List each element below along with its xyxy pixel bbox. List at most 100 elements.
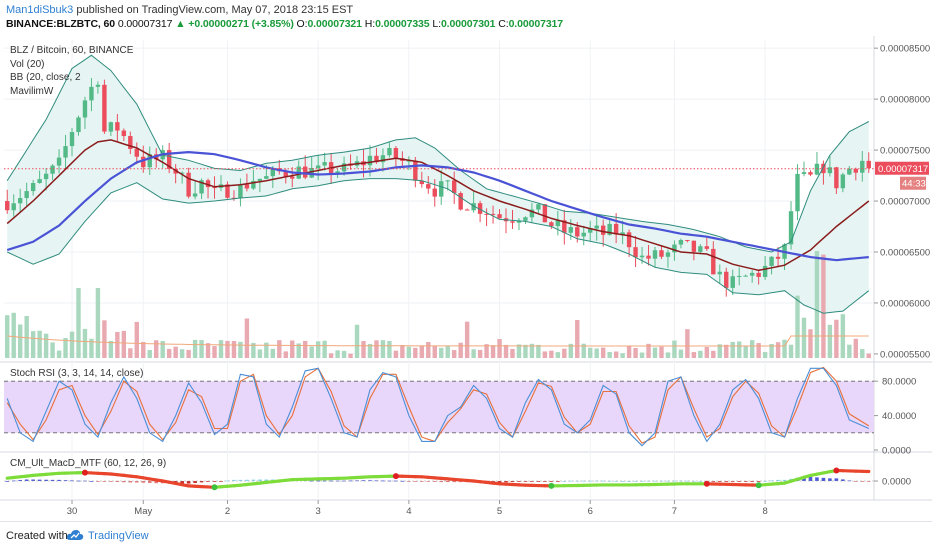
candle-body [135, 149, 139, 157]
candle-body [582, 233, 586, 237]
volume-bar [795, 296, 799, 358]
candle-body [834, 167, 838, 188]
volume-bar [458, 343, 462, 358]
volume-bar [31, 331, 35, 358]
volume-bar [854, 339, 858, 358]
volume-bar [627, 346, 631, 358]
candle-body [458, 193, 462, 209]
volume-bar [37, 331, 41, 358]
macd-histogram-bar [187, 481, 191, 484]
candle-body [795, 174, 799, 211]
author-link[interactable]: Man1diSbuk3 [6, 4, 73, 16]
volume-bar [102, 320, 106, 358]
macd-cross-dot [393, 473, 399, 479]
candle-body [122, 131, 126, 137]
candle-body [659, 250, 663, 257]
candle-body [750, 273, 754, 276]
volume-bar [245, 318, 249, 358]
volume-bar [400, 345, 404, 358]
volume-bar [83, 329, 87, 358]
candle-body [238, 184, 242, 198]
candle-body [24, 191, 28, 198]
tradingview-brand[interactable]: TradingView [88, 530, 149, 542]
legend-volume[interactable]: Vol (20) [10, 58, 133, 72]
volume-bar [439, 348, 443, 358]
candle-body [685, 240, 689, 241]
volume-bar [653, 348, 657, 358]
candle-body [543, 204, 547, 222]
price-tick-label: 0.00007000 [880, 197, 930, 208]
volume-bar [141, 342, 145, 358]
candle-body [258, 179, 262, 181]
legend-bollinger[interactable]: BB (20, close, 2 [10, 71, 133, 85]
candle-body [646, 256, 650, 259]
candle-body [523, 217, 527, 220]
candle-body [860, 161, 864, 173]
price-change: ▲ +0.00000271 (+3.85%) [175, 18, 294, 30]
volume-bar [763, 352, 767, 358]
volume-bar [543, 351, 547, 358]
macd-label[interactable]: CM_Ult_MacD_MTF (60, 12, 26, 9) [10, 458, 166, 469]
candle-body [575, 227, 579, 236]
volume-bar [212, 346, 216, 358]
candle-body [290, 177, 294, 179]
volume-bar [24, 316, 28, 358]
volume-bar [497, 339, 501, 358]
volume-bar [381, 340, 385, 358]
candle-body [698, 246, 702, 252]
volume-bar [361, 341, 365, 358]
volume-bar [666, 352, 670, 358]
volume-bar [433, 346, 437, 358]
candle-body [653, 250, 657, 258]
volume-bar [782, 340, 786, 358]
candle-body [627, 232, 631, 247]
candle-body [12, 203, 16, 210]
time-tick-label: 2 [225, 506, 230, 517]
time-tick-label: 8 [762, 506, 767, 517]
candle-body [536, 204, 540, 209]
volume-bar [394, 351, 398, 358]
time-tick-label: 7 [672, 506, 677, 517]
volume-bar [154, 340, 158, 358]
volume-bar [232, 341, 236, 358]
stoch-tick-label: 0.0000 [882, 446, 911, 457]
volume-bar [575, 320, 579, 358]
macd-tick-label: 0.0000 [882, 477, 911, 488]
last-price-tag-label: 0.00007317 [878, 164, 928, 175]
candle-body [854, 169, 858, 173]
volume-bar [633, 348, 637, 358]
candle-body [756, 273, 760, 277]
volume-bar [277, 340, 281, 358]
macd-histogram-bar [809, 477, 813, 481]
tradingview-cloud-icon [66, 528, 84, 542]
price-tick-label: 0.00005500 [880, 349, 930, 360]
volume-bar [355, 325, 359, 358]
volume-bar [167, 349, 171, 358]
candle-body [640, 256, 644, 258]
candle-body [789, 211, 793, 244]
price-tick-label: 0.00008000 [880, 95, 930, 106]
candle-body [57, 158, 61, 166]
volume-bar [115, 332, 119, 358]
volume-bar [70, 332, 74, 358]
stoch-rsi-label[interactable]: Stoch RSI (3, 3, 14, 14, close) [10, 368, 143, 379]
candle-body [731, 276, 735, 288]
volume-bar [303, 341, 307, 358]
volume-bar [607, 352, 611, 358]
candle-body [109, 122, 113, 131]
volume-bar [186, 350, 190, 358]
volume-bar [672, 341, 676, 358]
candle-body [510, 221, 514, 222]
candle-body [446, 180, 450, 181]
volume-bar [562, 349, 566, 358]
legend-mavilim[interactable]: MavilimW [10, 85, 133, 99]
candle-body [368, 156, 372, 165]
candle-body [679, 240, 683, 245]
volume-bar [387, 341, 391, 358]
candle-body [193, 193, 197, 196]
countdown-tag-label: 44:33 [902, 179, 926, 190]
candle-body [847, 169, 851, 175]
candle-body [776, 257, 780, 259]
volume-bar [348, 354, 352, 358]
volume-bar [776, 342, 780, 358]
